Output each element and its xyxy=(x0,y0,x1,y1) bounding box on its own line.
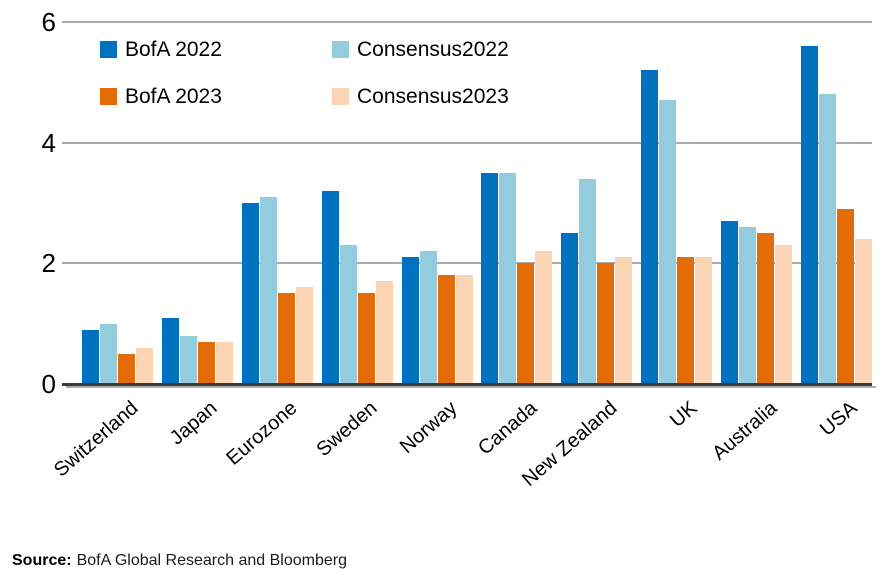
bar-bofa-2023-canada xyxy=(517,263,535,384)
legend-swatch-bofa-2022 xyxy=(100,41,117,58)
legend-swatch-consensus2023 xyxy=(332,88,349,105)
bar-bofa-2023-norway xyxy=(437,275,455,384)
bar-consensus2022-eurozone xyxy=(259,197,277,384)
y-tick-label-4: 4 xyxy=(41,127,56,158)
bar-consensus2022-canada xyxy=(499,173,517,384)
bar-consensus2022-australia xyxy=(739,227,756,384)
source-label: Source: xyxy=(12,552,72,569)
legend-label-bofa-2023: BofA 2023 xyxy=(125,85,222,108)
gridline-y-4 xyxy=(62,141,872,144)
legend-item-consensus2022: Consensus2022 xyxy=(332,38,509,61)
legend-label-consensus2023: Consensus2023 xyxy=(357,85,509,108)
source-line: Source: BofA Global Research and Bloomber… xyxy=(12,551,347,571)
bar-consensus2023-eurozone xyxy=(295,287,313,384)
bar-bofa-2022-uk xyxy=(641,70,659,384)
x-axis-baseline xyxy=(62,383,872,386)
bar-bofa-2022-norway xyxy=(401,257,419,384)
bar-bofa-2023-uk xyxy=(677,257,695,384)
bar-bofa-2022-eurozone xyxy=(241,203,259,384)
legend-item-bofa-2022: BofA 2022 xyxy=(100,38,222,61)
bar-bofa-2022-canada xyxy=(481,173,499,384)
bar-consensus2022-sweden xyxy=(339,245,357,384)
bar-bofa-2023-usa xyxy=(836,209,854,384)
bar-bofa-2022-sweden xyxy=(321,191,339,384)
bar-group-switzerland xyxy=(82,22,153,384)
gridline-y-2 xyxy=(62,262,872,265)
y-tick-label-2: 2 xyxy=(41,248,56,279)
bar-bofa-2023-sweden xyxy=(357,293,375,384)
bar-consensus2023-usa xyxy=(854,239,872,384)
y-tick-label-0: 0 xyxy=(41,369,56,399)
bar-consensus2022-norway xyxy=(419,251,437,384)
source-text: BofA Global Research and Bloomberg xyxy=(76,552,347,569)
bar-group-norway xyxy=(401,22,473,384)
bar-consensus2023-switzerland xyxy=(136,348,153,384)
legend-label-bofa-2022: BofA 2022 xyxy=(125,38,222,61)
legend-swatch-consensus2022 xyxy=(332,41,349,58)
bar-group-japan xyxy=(161,22,233,384)
bar-group-canada xyxy=(481,22,553,384)
legend-label-consensus2022: Consensus2022 xyxy=(357,38,509,61)
bar-bofa-2022-new-zealand xyxy=(561,233,579,384)
bar-consensus2023-sweden xyxy=(375,281,393,384)
gridline-y-6 xyxy=(62,21,872,23)
bar-group-sweden xyxy=(321,22,393,384)
bar-group-uk xyxy=(641,22,713,384)
bar-consensus2023-new-zealand xyxy=(615,257,633,384)
bar-bofa-2023-australia xyxy=(757,233,774,384)
bar-bofa-2023-switzerland xyxy=(118,354,135,384)
bar-bofa-2022-australia xyxy=(721,221,738,384)
legend-item-consensus2023: Consensus2023 xyxy=(332,85,509,108)
y-tick-label-6: 6 xyxy=(41,7,56,37)
bar-group-eurozone xyxy=(241,22,313,384)
bar-consensus2022-japan xyxy=(179,336,197,384)
bar-group-usa xyxy=(800,22,872,384)
bar-consensus2023-canada xyxy=(535,251,553,384)
bar-bofa-2022-usa xyxy=(800,46,818,384)
bar-consensus2022-usa xyxy=(818,94,836,384)
plot-area-bars xyxy=(82,22,872,384)
legend-swatch-bofa-2023 xyxy=(100,88,117,105)
bar-group-new-zealand xyxy=(561,22,633,384)
bar-group-australia xyxy=(721,22,792,384)
bar-bofa-2023-japan xyxy=(197,342,215,384)
bar-bofa-2022-switzerland xyxy=(82,330,99,384)
legend-item-bofa-2023: BofA 2023 xyxy=(100,85,222,108)
bar-consensus2023-uk xyxy=(695,257,713,384)
bar-consensus2022-new-zealand xyxy=(579,179,597,384)
bar-bofa-2022-japan xyxy=(161,318,179,384)
bar-consensus2023-australia xyxy=(775,245,792,384)
bar-consensus2023-norway xyxy=(455,275,473,384)
bar-consensus2023-japan xyxy=(215,342,233,384)
bar-bofa-2023-new-zealand xyxy=(597,263,615,384)
bar-consensus2022-uk xyxy=(659,100,677,384)
bar-bofa-2023-eurozone xyxy=(277,293,295,384)
bar-consensus2022-switzerland xyxy=(100,324,117,384)
x-axis-baseline-shadow xyxy=(66,386,876,388)
